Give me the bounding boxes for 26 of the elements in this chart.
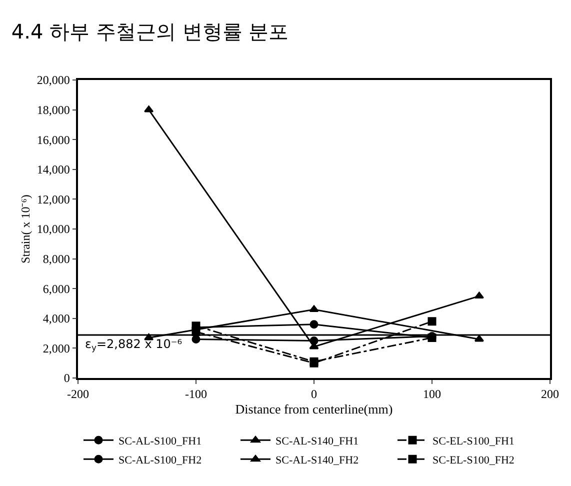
y-tick-label: 14,000 bbox=[36, 162, 70, 177]
y-tick-label: 4,000 bbox=[42, 312, 70, 326]
x-tick-label: 0 bbox=[311, 387, 317, 402]
y-axis-title: Strain( x 10⁻⁶) bbox=[18, 194, 33, 264]
y-tick-label: 10,000 bbox=[36, 222, 70, 236]
legend-label: SC-EL-S100_FH1 bbox=[432, 435, 514, 448]
y-tick-label: 16,000 bbox=[36, 132, 70, 147]
ref-line-label: ε$_{y}$=2,882 x 10⁻⁶ bbox=[85, 337, 182, 353]
x-tick-label: -100 bbox=[185, 387, 207, 402]
legend-label: SC-AL-S140_FH1 bbox=[276, 435, 359, 448]
y-tick-label: 12,000 bbox=[36, 192, 70, 206]
y-tick-label: 8,000 bbox=[42, 252, 70, 266]
y-tick-label: 6,000 bbox=[42, 282, 70, 296]
x-axis-title: Distance from centerline(mm) bbox=[235, 401, 393, 416]
x-tick-label: 100 bbox=[423, 387, 441, 402]
legend-label: SC-AL-S100_FH2 bbox=[118, 454, 202, 466]
x-tick-label: -200 bbox=[67, 387, 89, 402]
y-tick-label: 20,000 bbox=[36, 73, 70, 88]
y-tick-label: 18,000 bbox=[36, 103, 70, 117]
x-tick-label: 200 bbox=[541, 387, 559, 402]
legend-label: SC-EL-S100_FH2 bbox=[432, 454, 514, 466]
y-tick-label: 2,000 bbox=[42, 341, 70, 356]
legend-label: SC-AL-S140_FH2 bbox=[276, 454, 359, 466]
legend-label: SC-AL-S100_FH1 bbox=[118, 435, 202, 448]
y-tick-label: 0 bbox=[64, 371, 70, 386]
chart-title: 4.4 하부 주철근의 변형률 분포 bbox=[11, 19, 289, 44]
